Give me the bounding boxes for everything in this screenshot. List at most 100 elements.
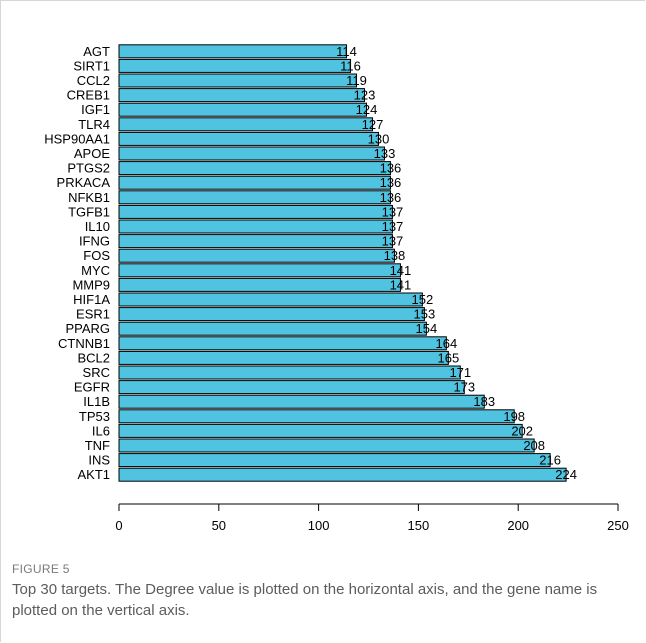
bar — [118, 131, 379, 146]
data-label: 124 — [356, 102, 378, 117]
data-label: 141 — [390, 263, 412, 278]
data-label: 183 — [473, 394, 495, 409]
figure-caption-text: Top 30 targets. The Degree value is plot… — [12, 581, 598, 619]
bar — [118, 146, 385, 161]
bar — [118, 321, 427, 336]
bar — [118, 88, 366, 103]
category-label: AKT1 — [77, 467, 110, 482]
category-label: BCL2 — [77, 350, 110, 365]
category-label: APOE — [74, 146, 110, 161]
data-label: 136 — [380, 161, 402, 176]
data-label: 224 — [555, 467, 577, 482]
category-label: SIRT1 — [73, 58, 110, 73]
data-label: 198 — [503, 409, 525, 424]
data-label: 114 — [336, 44, 357, 59]
category-label: TLR4 — [78, 117, 110, 132]
bar — [118, 336, 447, 351]
x-tick-label: 250 — [607, 518, 629, 533]
bar — [118, 263, 401, 278]
category-label: CTNNB1 — [58, 336, 110, 351]
x-tick-label: 100 — [308, 518, 330, 533]
category-label: TNF — [85, 438, 110, 453]
data-label: 136 — [380, 175, 402, 190]
category-label: IFNG — [79, 234, 110, 249]
category-label: MYC — [81, 263, 110, 278]
data-label: 164 — [435, 336, 457, 351]
bar — [118, 365, 461, 380]
bar — [118, 292, 423, 307]
x-tick-label: 0 — [115, 518, 122, 533]
category-label: IL6 — [92, 423, 110, 438]
category-label: TP53 — [79, 409, 110, 424]
bar — [118, 161, 391, 176]
bar — [118, 350, 449, 365]
category-label: NFKB1 — [68, 190, 110, 205]
category-label: PPARG — [65, 321, 110, 336]
data-label: 116 — [340, 58, 361, 73]
bar — [118, 409, 515, 424]
data-label: 152 — [412, 292, 434, 307]
bar — [118, 58, 352, 73]
data-label: 171 — [449, 365, 471, 380]
category-label: IL10 — [85, 219, 110, 234]
data-label: 208 — [523, 438, 545, 453]
data-label: 137 — [382, 219, 404, 234]
data-label: 133 — [374, 146, 396, 161]
bar — [118, 44, 348, 59]
category-label: SRC — [83, 365, 110, 380]
data-label: 154 — [416, 321, 438, 336]
data-label: 141 — [390, 277, 412, 292]
bar — [118, 234, 393, 249]
data-label: 130 — [368, 131, 390, 146]
data-label: 137 — [382, 234, 404, 249]
category-label: CCL2 — [77, 73, 110, 88]
category-label: INS — [88, 453, 110, 468]
data-label: 123 — [354, 88, 376, 103]
bar — [118, 277, 401, 292]
category-label: EGFR — [74, 380, 110, 395]
category-label: TGFB1 — [68, 204, 110, 219]
data-label: 202 — [511, 423, 533, 438]
category-label: ESR1 — [76, 307, 110, 322]
data-label: 165 — [437, 350, 459, 365]
bar — [118, 423, 523, 438]
category-label: HIF1A — [73, 292, 110, 307]
category-label: PRKACA — [57, 175, 111, 190]
x-tick-label: 150 — [408, 518, 430, 533]
bar-chart: AGT 114 SIRT1 116 CCL2 119 CREB1 123 IGF1 124 TLR4… — [44, 44, 629, 533]
bar — [118, 73, 358, 88]
x-tick-label: 50 — [212, 518, 226, 533]
category-label: CREB1 — [67, 88, 110, 103]
category-label: PTGS2 — [67, 161, 110, 176]
category-label: IGF1 — [81, 102, 110, 117]
figure-label: FIGURE 5 — [12, 562, 70, 576]
category-label: FOS — [83, 248, 110, 263]
bar — [118, 380, 465, 395]
data-label: 216 — [539, 453, 561, 468]
category-label: AGT — [83, 44, 110, 59]
bar — [118, 117, 373, 132]
data-label: 173 — [453, 380, 475, 395]
data-label: 153 — [414, 307, 436, 322]
category-label: MMP9 — [72, 277, 110, 292]
figure-caption: FIGURE 5 Top 30 targets. The Degree valu… — [12, 562, 632, 621]
bar — [118, 204, 393, 219]
bar — [118, 307, 425, 322]
bar — [118, 102, 368, 117]
x-tick-label: 200 — [507, 518, 529, 533]
data-label: 136 — [380, 190, 402, 205]
data-label: 119 — [346, 73, 367, 88]
bar — [118, 219, 393, 234]
bar — [118, 248, 395, 263]
bar — [118, 467, 567, 482]
bar — [118, 438, 535, 453]
bar — [118, 190, 391, 205]
category-label: IL1B — [83, 394, 110, 409]
bar — [118, 175, 391, 190]
bar — [118, 394, 485, 409]
data-label: 127 — [362, 117, 384, 132]
data-label: 138 — [384, 248, 406, 263]
category-label: HSP90AA1 — [44, 131, 110, 146]
data-label: 137 — [382, 204, 404, 219]
